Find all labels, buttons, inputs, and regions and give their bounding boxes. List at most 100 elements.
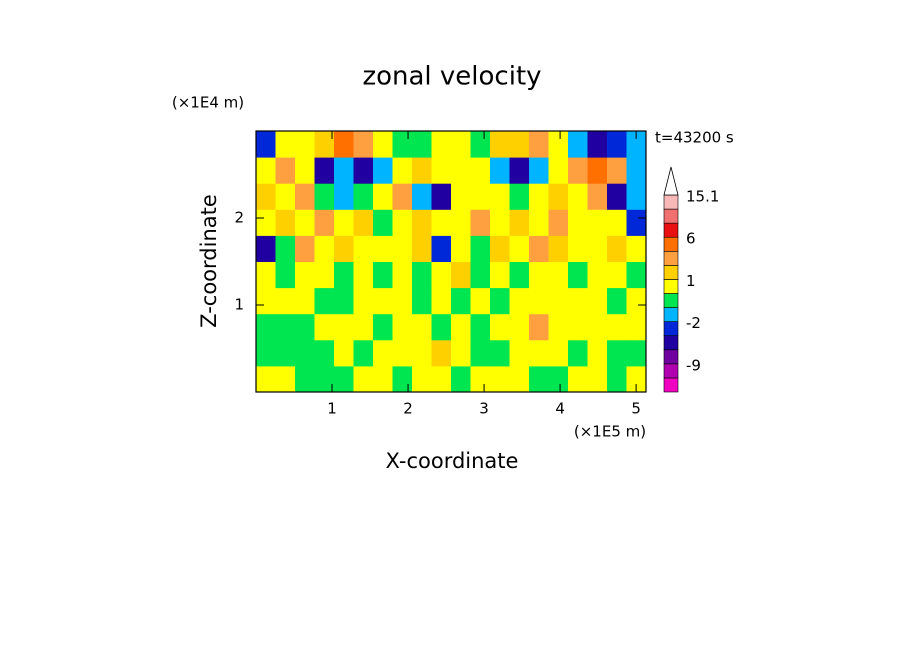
field-cell	[509, 261, 530, 289]
field-cell	[490, 261, 510, 289]
colorbar-box	[663, 349, 679, 365]
plot-frame	[255, 130, 647, 393]
field-cell	[626, 339, 647, 367]
chart-title: zonal velocity	[362, 62, 541, 92]
x-tick-label: 1	[327, 400, 337, 418]
field-cell	[529, 209, 549, 236]
field-cell	[587, 287, 608, 315]
field-cell	[509, 183, 530, 210]
field-cell	[587, 339, 608, 367]
field-cell	[314, 131, 335, 158]
field-cell	[548, 365, 569, 393]
field-cell	[392, 183, 413, 210]
colorbar-label: -9	[686, 356, 701, 374]
field-cell	[587, 235, 608, 262]
field-cell	[587, 313, 608, 341]
field-cell	[412, 209, 432, 236]
field-cell	[490, 209, 510, 236]
field-cell	[509, 287, 530, 315]
x-tick-label: 2	[403, 400, 413, 418]
field-cell	[373, 209, 393, 236]
field-cell	[568, 365, 588, 393]
field-cell	[470, 209, 491, 236]
field-cell	[373, 157, 393, 184]
colorbar-box	[663, 236, 679, 252]
field-cell	[256, 313, 276, 341]
field-cell	[275, 313, 296, 341]
field-cell	[295, 365, 315, 393]
field-cell	[373, 183, 393, 210]
field-cell	[607, 287, 627, 315]
field-cell	[607, 365, 627, 393]
field-cell	[529, 313, 549, 341]
field-cell	[451, 287, 471, 315]
field-cell	[607, 313, 627, 341]
field-cell	[607, 157, 627, 184]
field-cell	[568, 261, 588, 289]
colorbar-box	[663, 335, 679, 351]
field-cell	[392, 131, 413, 158]
field-cell	[256, 365, 276, 393]
field-cell	[431, 131, 452, 158]
field-cell	[529, 183, 549, 210]
field-cell	[568, 235, 588, 262]
field-cell	[626, 131, 647, 158]
field-cell	[295, 209, 315, 236]
field-cell	[568, 183, 588, 210]
field-cell	[451, 131, 471, 158]
field-cell	[490, 157, 510, 184]
field-cell	[587, 157, 608, 184]
field-cell	[295, 313, 315, 341]
x-tick-label: 5	[631, 400, 641, 418]
field-cell	[431, 183, 452, 210]
colorbar-box	[663, 321, 679, 337]
field-cell	[451, 261, 471, 289]
field-cell	[509, 235, 530, 262]
field-cell	[256, 261, 276, 289]
field-cell	[314, 235, 335, 262]
field-cell	[353, 157, 374, 184]
colorbar-box	[663, 208, 679, 224]
field-cell	[451, 313, 471, 341]
field-cell	[392, 261, 413, 289]
field-cell	[314, 287, 335, 315]
field-cell	[607, 209, 627, 236]
field-cell	[548, 261, 569, 289]
field-cell	[470, 365, 491, 393]
field-cell	[626, 365, 647, 393]
field-cell	[587, 261, 608, 289]
field-cell	[353, 339, 374, 367]
field-cell	[256, 157, 276, 184]
colorbar-box	[663, 265, 679, 280]
field-cell	[392, 339, 413, 367]
field-cell	[470, 261, 491, 289]
field-cell	[295, 287, 315, 315]
field-cell	[529, 235, 549, 262]
field-cell	[470, 339, 491, 367]
field-cell	[275, 339, 296, 367]
field-cell	[431, 339, 452, 367]
field-cell	[607, 339, 627, 367]
field-cell	[509, 157, 530, 184]
field-cell	[431, 365, 452, 393]
field-cell	[334, 131, 354, 158]
colorbar-box	[663, 194, 679, 210]
field-cell	[373, 287, 393, 315]
field-cell	[490, 235, 510, 262]
field-cell	[353, 287, 374, 315]
field-cell	[412, 235, 432, 262]
field-cell	[568, 313, 588, 341]
field-cell	[314, 183, 335, 210]
field-cell	[314, 313, 335, 341]
field-cell	[392, 365, 413, 393]
field-cell	[568, 131, 588, 158]
field-cell	[412, 157, 432, 184]
colorbar-box	[663, 293, 679, 308]
field-cell	[295, 183, 315, 210]
field-cell	[431, 261, 452, 289]
field-cell	[626, 261, 647, 289]
field-cell	[626, 235, 647, 262]
field-cell	[412, 261, 432, 289]
field-cell	[256, 339, 276, 367]
